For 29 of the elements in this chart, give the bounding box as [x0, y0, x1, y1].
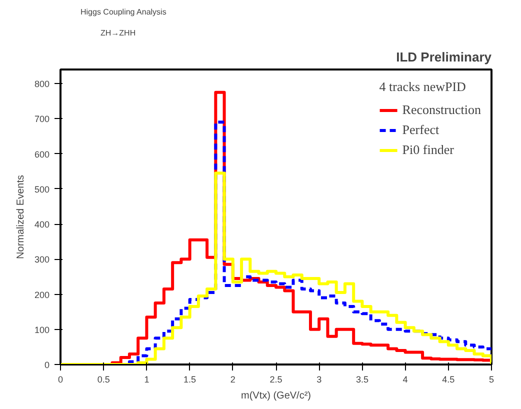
y-tick-label: 600	[34, 149, 50, 160]
text: ILD Preliminary	[396, 50, 492, 64]
x-tick-label: 2.5	[270, 374, 282, 384]
legend-label: Pi0 finder	[402, 142, 454, 158]
x-tick-label: 0.5	[97, 374, 110, 384]
x-axis-title: m(Vtx) (GeV/c²)	[241, 390, 311, 402]
y-tick-label: 500	[34, 184, 50, 194]
y-tick-label: 800	[34, 79, 50, 90]
x-tick-label: 4	[402, 374, 408, 384]
y-tick-label: 200	[34, 290, 50, 300]
x-tick-label: 1.5	[184, 374, 196, 384]
x-tick-label: 4.5	[442, 374, 455, 384]
x-tick-label: 2	[230, 374, 236, 384]
chart-title: Higgs Coupling Analysis	[80, 8, 166, 16]
x-tick-label: 3	[316, 374, 322, 384]
x-tick-label: 5	[488, 374, 494, 384]
x-tick-label: 0	[58, 374, 64, 384]
y-axis-title: Normalized Events	[15, 175, 26, 259]
legend-label: Reconstruction	[402, 102, 481, 118]
x-tick-label: 3.5	[356, 374, 368, 384]
y-tick-label: 300	[34, 254, 50, 265]
y-tick-label: 700	[34, 114, 50, 124]
x-tick-label: 1	[144, 374, 150, 384]
y-tick-label: 400	[34, 220, 50, 230]
y-tick-label: 0	[44, 360, 50, 370]
legend-label: Perfect	[402, 122, 440, 138]
y-tick-label: 100	[34, 324, 50, 335]
chart-subtitle: ZH→ZHH	[100, 28, 136, 38]
legend-title: 4 tracks newPID	[379, 79, 467, 95]
